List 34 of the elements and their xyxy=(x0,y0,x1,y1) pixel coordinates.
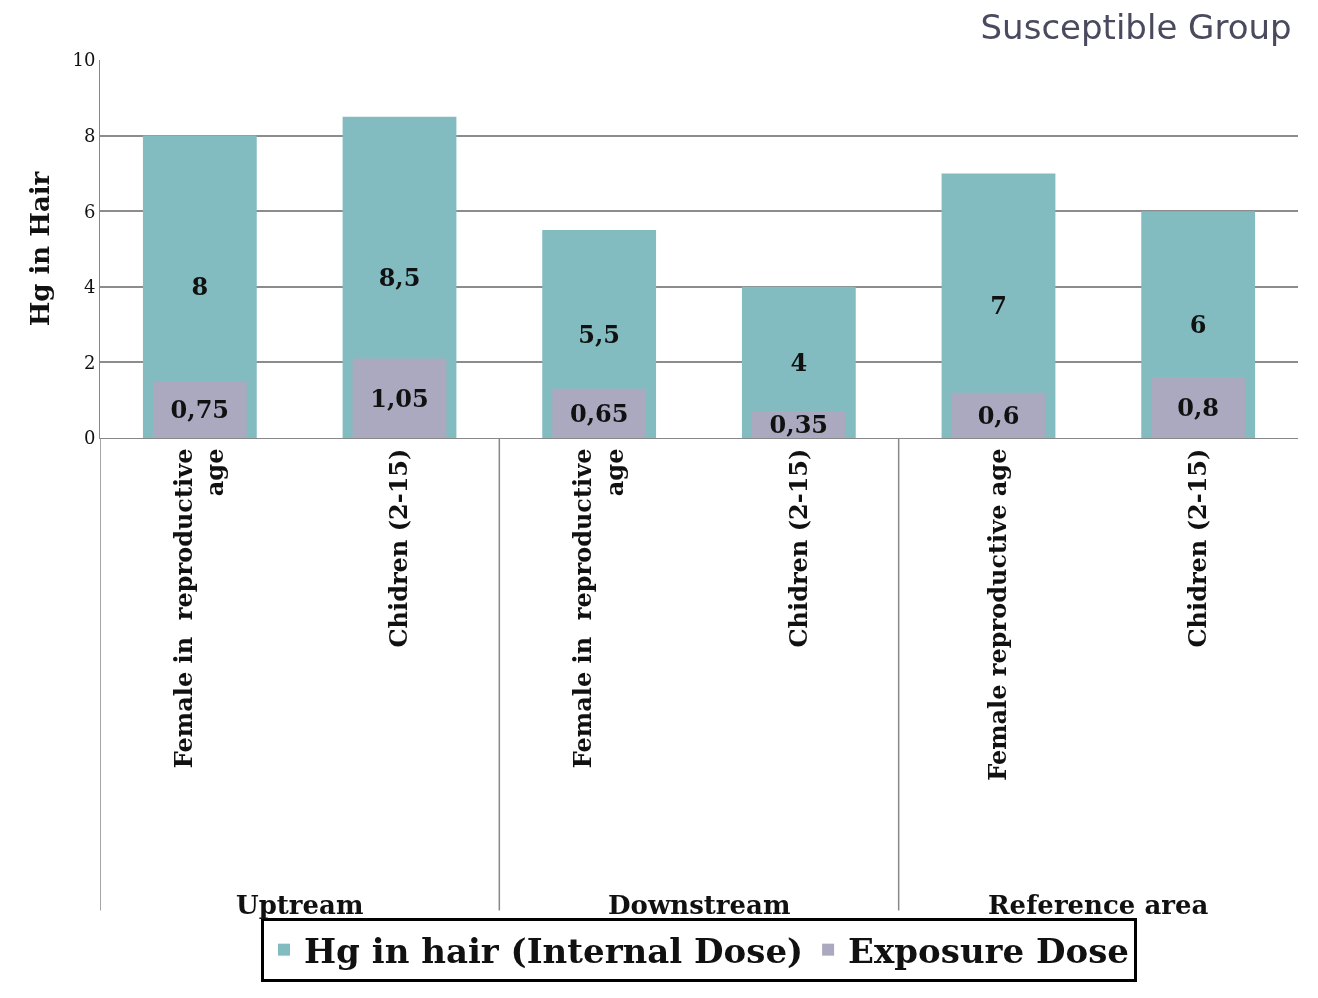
y-tick-label: 4 xyxy=(83,276,96,298)
bar xyxy=(152,381,247,438)
bar xyxy=(352,358,447,438)
x-tick-label: Chidren (2-15) xyxy=(1182,448,1212,648)
x-tick-label: Female reproductive age xyxy=(983,448,1013,781)
data-label: 4 xyxy=(790,347,808,377)
data-label: 5,5 xyxy=(578,319,621,349)
x-tick-label: Chidren (2-15) xyxy=(783,448,813,648)
text: Reference area xyxy=(988,890,1209,920)
data-label: 8 xyxy=(191,272,209,302)
x-tick-label: Female in reproductive age xyxy=(169,448,230,769)
data-label: 0,6 xyxy=(977,400,1020,430)
data-label: 0,75 xyxy=(170,395,230,425)
data-label: 7 xyxy=(990,291,1007,321)
legend-label: Hg in hair (Internal Dose) xyxy=(304,930,804,971)
data-label: 6 xyxy=(1189,310,1207,340)
data-label: 0,8 xyxy=(1177,393,1220,423)
data-label: 0,35 xyxy=(769,410,829,440)
y-tick-label: 8 xyxy=(83,124,96,146)
data-label: 8,5 xyxy=(378,262,421,292)
y-axis-title: Hg in Hair xyxy=(24,171,55,327)
legend-label: Exposure Dose xyxy=(848,930,1129,971)
y-tick-label: 0 xyxy=(83,427,96,449)
text: Downstream xyxy=(608,890,791,920)
y-tick-label: 10 xyxy=(72,49,96,71)
y-tick-label: 2 xyxy=(83,351,96,373)
data-label: 1,05 xyxy=(370,383,429,413)
x-tick-label: Female in reproductive age xyxy=(568,448,629,769)
x-tick-label: Chidren (2-15) xyxy=(384,448,414,648)
chart-title: Susceptible Group xyxy=(980,6,1292,47)
y-tick-label: 6 xyxy=(83,200,96,222)
text: Uptream xyxy=(236,890,364,920)
data-label: 0,65 xyxy=(569,398,629,428)
bar xyxy=(1151,377,1246,438)
